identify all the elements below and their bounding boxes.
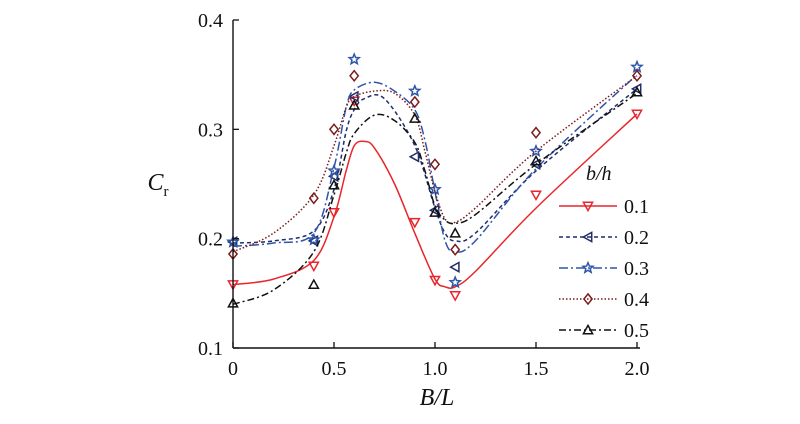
data-point [429, 275, 441, 287]
data-point [327, 163, 341, 177]
legend-entry: 0.3 [559, 258, 649, 280]
series-line [232, 75, 638, 253]
legend-marker [582, 201, 594, 213]
data-point [630, 83, 642, 95]
legend-marker [582, 292, 594, 306]
data-point [631, 69, 643, 82]
data-point [630, 59, 644, 73]
x-tick-label: 1.0 [423, 358, 448, 380]
data-point [308, 192, 319, 205]
x-tick-label: 2.0 [625, 358, 650, 380]
legend-label: 0.5 [624, 320, 649, 342]
series-line [232, 88, 638, 244]
x-axis-label: B/L [420, 385, 455, 411]
y-tick-label: 0.3 [198, 119, 223, 141]
y-axis-label: Cr [147, 170, 168, 200]
data-point [409, 95, 420, 109]
data-point [530, 126, 542, 139]
data-point [408, 112, 421, 123]
data-point [328, 178, 340, 190]
y-ticks: 0.1 0.2 0.3 0.4 [198, 10, 239, 360]
y-tick-label: 0.4 [198, 10, 223, 32]
legend-marker [581, 231, 593, 243]
legend-entry: 0.1 [559, 196, 649, 218]
data-point [307, 278, 320, 290]
data-point [449, 291, 462, 302]
series-line [232, 74, 638, 253]
legend-label: 0.1 [624, 196, 649, 218]
data-point [530, 154, 542, 166]
data-point [307, 261, 320, 273]
y-axis-label-main: C [147, 170, 164, 196]
legend-label: 0.3 [624, 258, 649, 280]
data-point [429, 158, 441, 171]
data-point [328, 123, 340, 136]
series-0.2 [226, 83, 642, 273]
plot-area [226, 52, 644, 308]
data-point [407, 83, 422, 97]
data-point [347, 52, 362, 66]
data-point [408, 150, 420, 163]
data-point [529, 143, 543, 158]
data-point [448, 275, 463, 289]
data-point [348, 99, 361, 110]
series-line [232, 113, 638, 289]
data-point [428, 182, 442, 196]
series-0.1 [227, 96, 643, 302]
legend-marker [581, 260, 595, 274]
legend-label: 0.4 [624, 289, 649, 311]
data-point [631, 86, 643, 97]
legend-marker [582, 323, 594, 335]
legend-entry: 0.5 [559, 320, 649, 342]
data-point [450, 243, 461, 256]
data-point [348, 90, 359, 103]
data-point [408, 217, 421, 229]
y-tick-label: 0.1 [198, 338, 223, 360]
legend-title: b/h [586, 163, 612, 185]
data-point [349, 69, 360, 82]
data-point [530, 190, 542, 202]
x-tick-label: 0.5 [322, 358, 347, 380]
legend-entry: 0.2 [559, 227, 649, 249]
x-tick-label: 1.5 [524, 358, 549, 380]
data-point [328, 207, 340, 219]
legend-label: 0.2 [624, 227, 649, 249]
data-point [306, 232, 321, 246]
series-0.4 [227, 69, 643, 261]
x-tick-label: 0 [228, 358, 238, 380]
series-line [232, 92, 638, 306]
data-point [449, 261, 460, 273]
data-point [429, 206, 441, 217]
axes [232, 20, 640, 349]
legend-entry: 0.4 [559, 289, 649, 311]
x-ticks: 0 0.5 1.0 1.5 2.0 [228, 342, 650, 380]
data-point [631, 109, 643, 121]
y-tick-label: 0.2 [198, 229, 223, 251]
y-axis-label-subscript: r [164, 184, 169, 200]
data-point [449, 227, 462, 238]
legend: b/h 0.1 0.2 0.3 0.4 0.5 [559, 163, 649, 342]
